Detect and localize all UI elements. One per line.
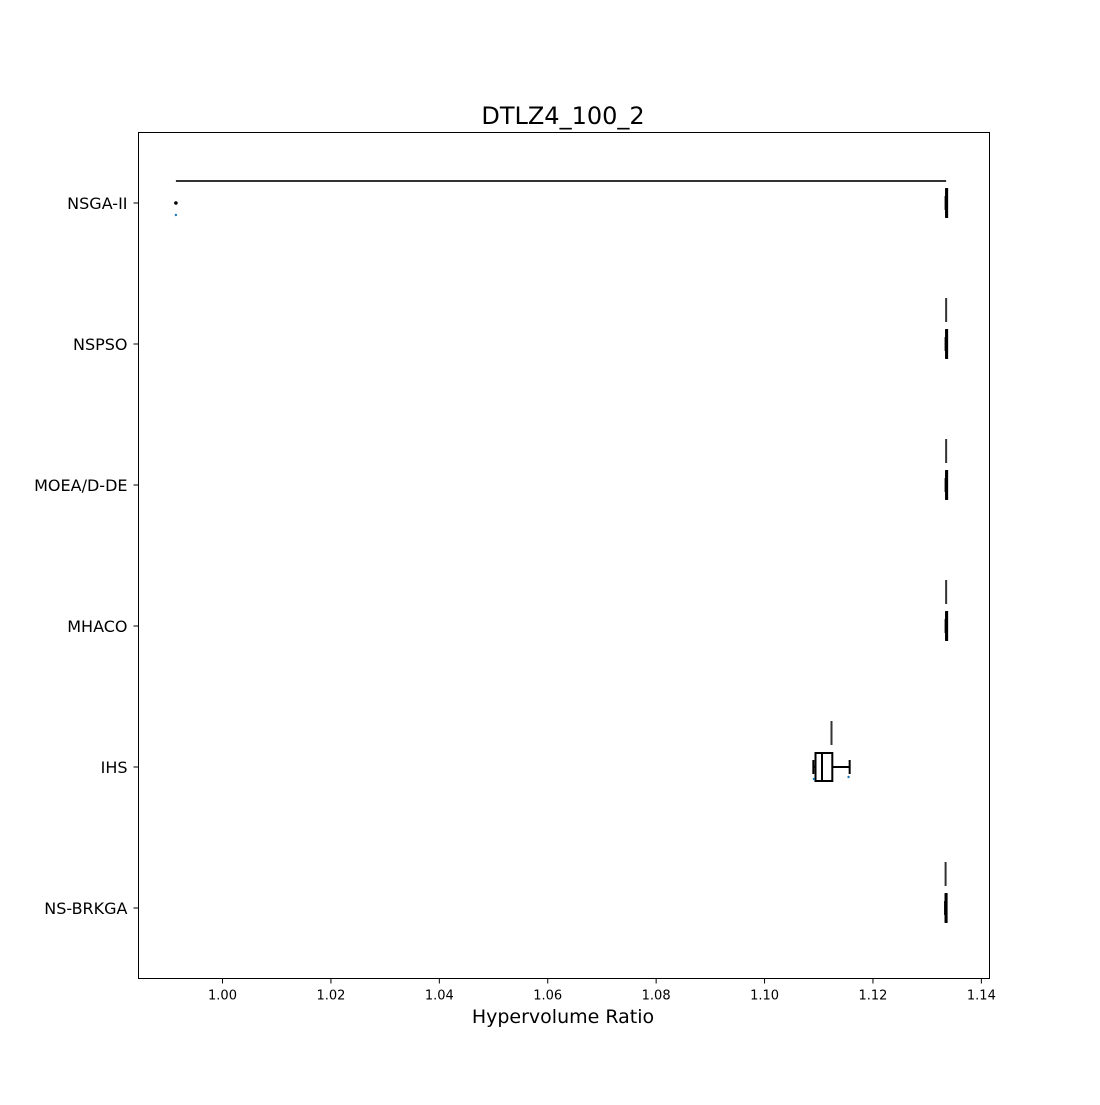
x-tick-label: 1.04 xyxy=(425,989,454,1004)
x-tick-label: 1.08 xyxy=(642,989,671,1004)
x-tick-label: 1.12 xyxy=(858,989,887,1004)
x-axis-label: Hypervolume Ratio xyxy=(472,1006,654,1028)
group-mhaco xyxy=(944,580,949,641)
y-tick-label: MHACO xyxy=(67,617,127,636)
y-tick-label: NS-BRKGA xyxy=(44,899,127,918)
data-point xyxy=(812,777,816,781)
outlier-point xyxy=(174,201,178,205)
y-tick-label: IHS xyxy=(101,758,128,777)
y-tick-label: NSGA-II xyxy=(67,194,127,213)
chart-title: DTLZ4_100_2 xyxy=(481,102,644,130)
x-tick-label: 1.00 xyxy=(208,989,237,1004)
group-moea-d-de xyxy=(944,439,949,500)
group-nsga-ii xyxy=(174,180,949,218)
x-tick-label: 1.06 xyxy=(533,989,562,1004)
y-tick-label: NSPSO xyxy=(73,335,128,354)
data-point xyxy=(174,213,178,217)
x-tick-label: 1.02 xyxy=(316,989,345,1004)
y-tick-label: MOEA/D-DE xyxy=(34,476,127,495)
group-ihs xyxy=(812,721,851,782)
plot-frame xyxy=(138,132,990,979)
data-point xyxy=(847,775,850,779)
plot-layer xyxy=(174,180,949,923)
x-tick-label: 1.10 xyxy=(750,989,779,1004)
group-ns-brkga xyxy=(944,862,948,923)
iqr-box xyxy=(814,752,834,782)
x-tick-label: 1.14 xyxy=(967,989,996,1004)
group-nspso xyxy=(944,298,949,359)
